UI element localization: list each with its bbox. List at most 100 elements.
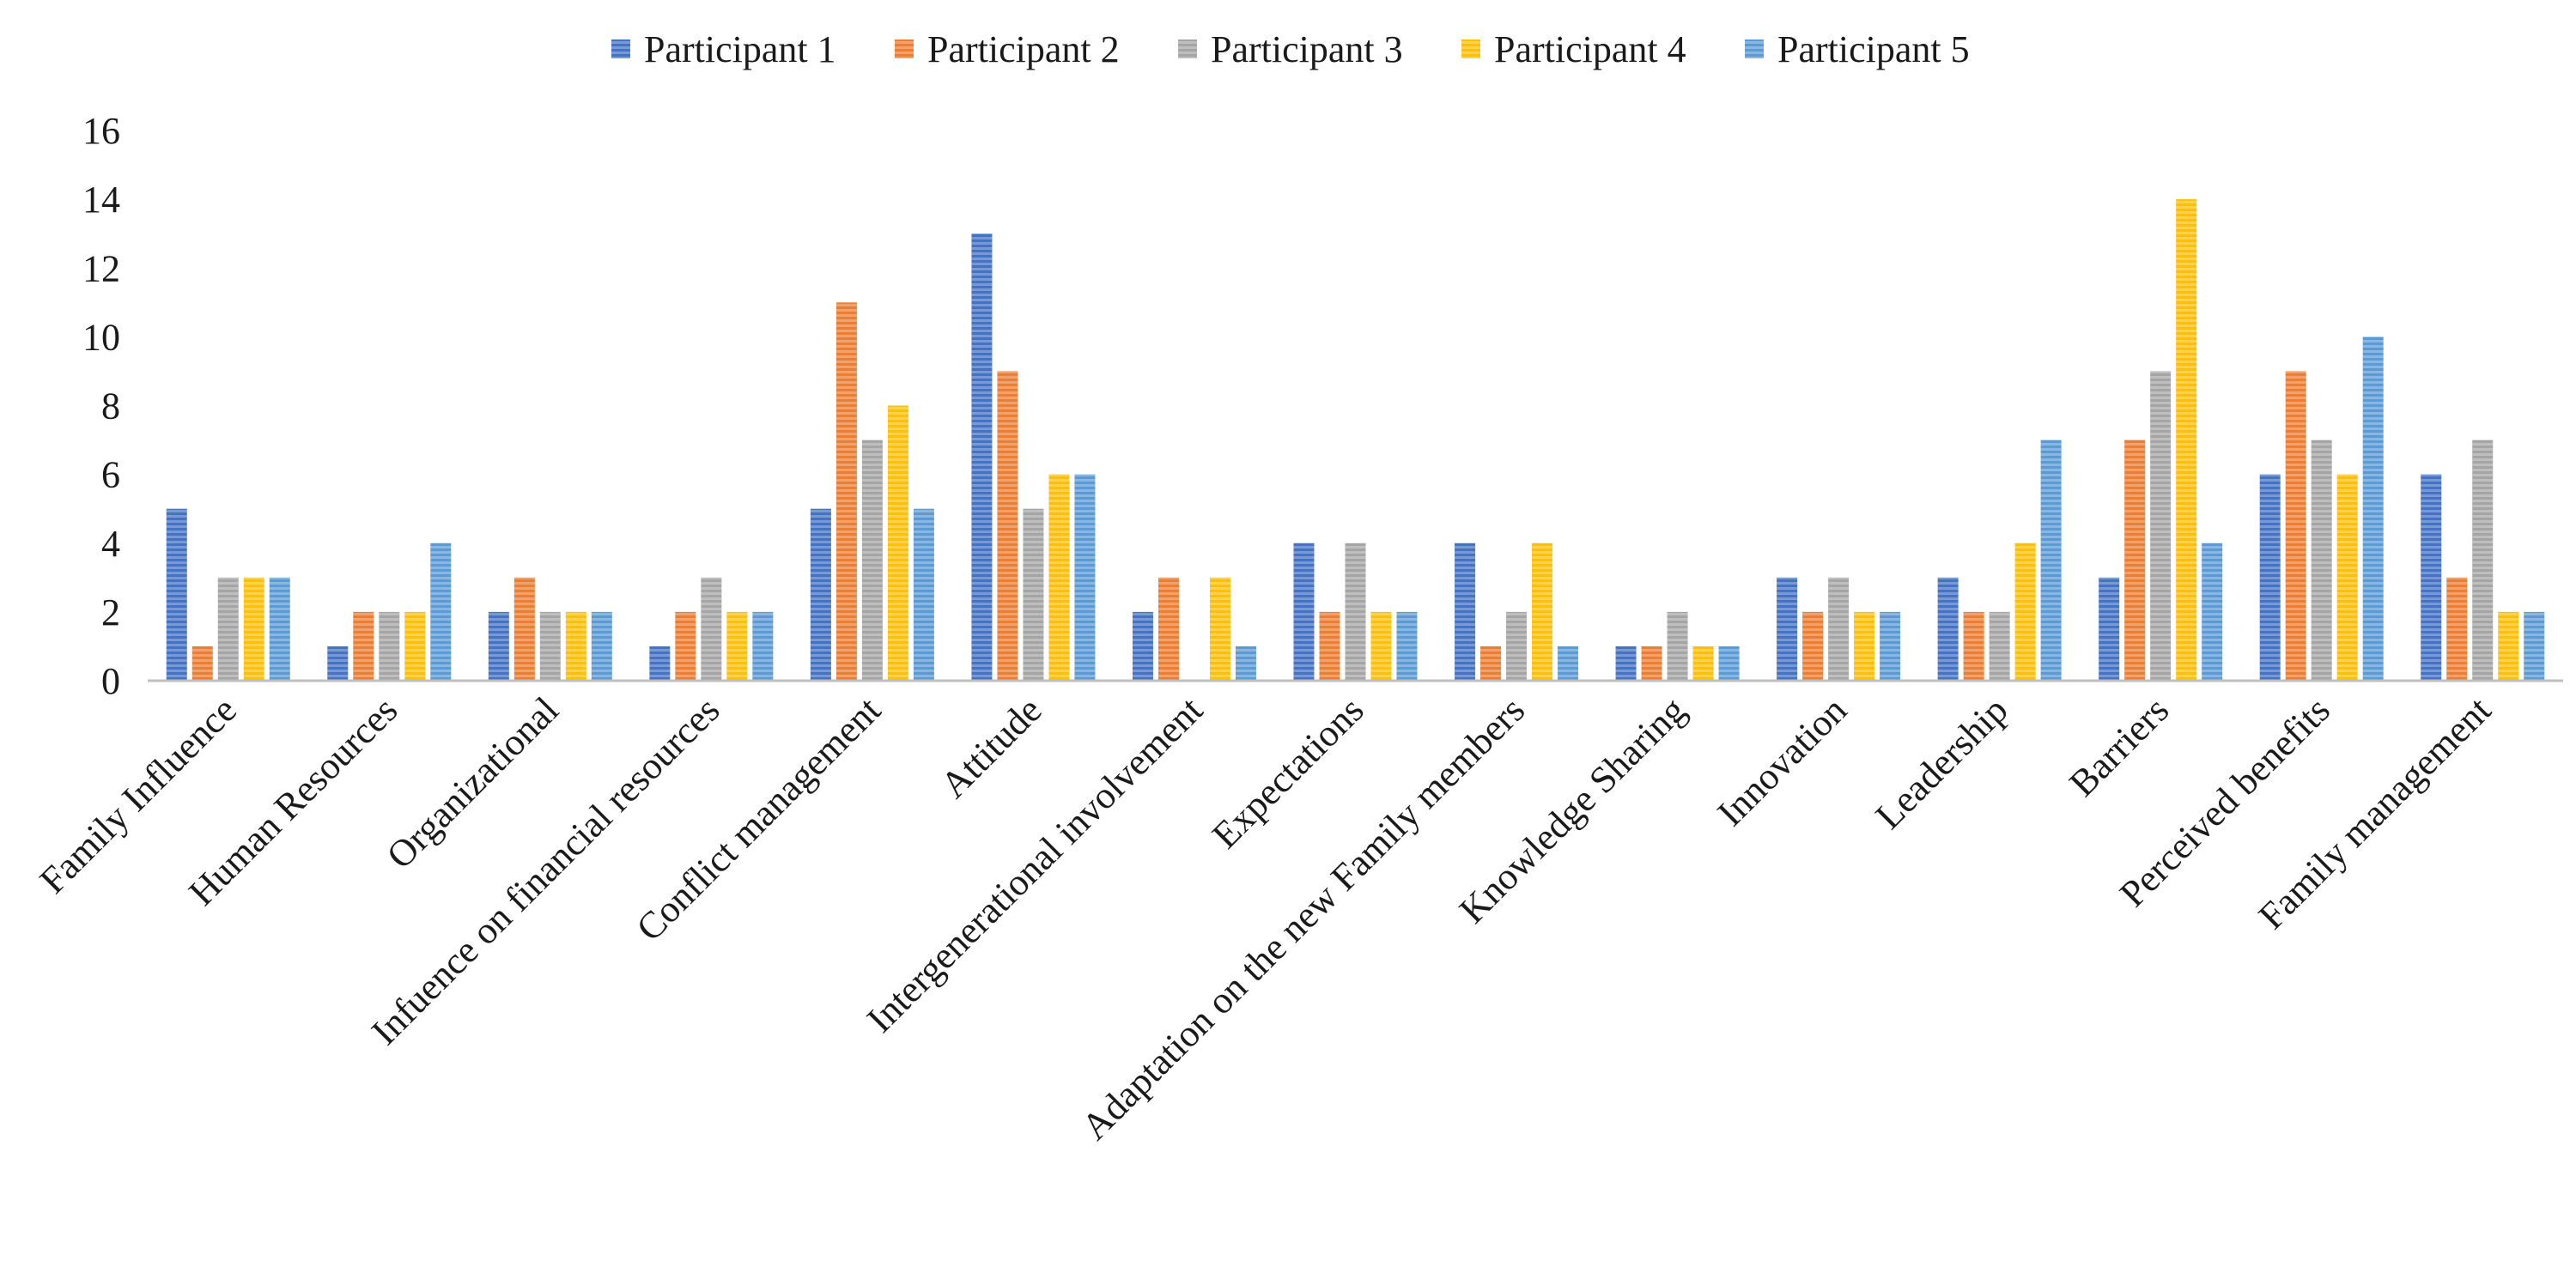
bar-texture <box>1506 611 1528 681</box>
bar-texture <box>2259 474 2281 681</box>
bar-texture <box>835 302 857 681</box>
legend-swatch-texture <box>611 39 630 58</box>
bar-texture <box>997 371 1018 681</box>
bar-texture <box>1828 577 1850 681</box>
bar-texture <box>1692 646 1714 681</box>
bar-texture <box>327 646 349 681</box>
bar-texture <box>1667 611 1688 681</box>
legend-label: Participant 1 <box>644 28 836 70</box>
bar-texture <box>1023 508 1044 681</box>
bar-texture <box>2040 439 2062 681</box>
bar-texture <box>1293 543 1315 681</box>
x-category-label: Expectations <box>1204 688 1371 856</box>
bar-texture <box>1718 646 1740 681</box>
bar-texture <box>861 439 883 681</box>
bar-texture <box>513 577 535 681</box>
bar-texture <box>913 508 934 681</box>
bar-texture <box>1209 577 1230 681</box>
bar-texture <box>2285 371 2306 681</box>
legend-label: Participant 3 <box>1211 28 1403 70</box>
bar-texture <box>2150 371 2172 681</box>
x-category-label: Infuence on financial resources <box>363 688 727 1052</box>
bar-texture <box>539 611 561 681</box>
bar-texture <box>565 611 586 681</box>
bar-texture <box>2362 336 2384 681</box>
bar-texture <box>810 508 831 681</box>
bar-texture <box>1802 611 1824 681</box>
legend-label: Participant 4 <box>1494 28 1686 70</box>
bar-texture <box>1345 543 1366 681</box>
legend-swatch-texture <box>1461 39 1480 58</box>
y-tick-label: 6 <box>101 454 120 496</box>
bar-texture <box>1880 611 1901 681</box>
legend-swatch-texture <box>1178 39 1197 58</box>
bar-texture <box>971 233 993 681</box>
bar-texture <box>2498 611 2519 681</box>
bar-texture <box>1157 577 1179 681</box>
bar-texture <box>649 646 671 681</box>
bar-texture <box>269 577 290 681</box>
bar-texture <box>2524 611 2545 681</box>
x-category-label: Attitude <box>933 688 1050 806</box>
bar-texture <box>1937 577 1959 681</box>
bar-texture <box>166 508 187 681</box>
bar-texture <box>2099 577 2120 681</box>
y-tick-label: 2 <box>101 591 120 633</box>
bar-texture <box>2014 543 2036 681</box>
bar-texture <box>1319 611 1340 681</box>
x-category-label: Intergenerational involvement <box>859 688 1211 1040</box>
bar-texture <box>2336 474 2358 681</box>
bar-texture <box>1641 646 1662 681</box>
y-tick-label: 16 <box>82 110 120 152</box>
bar-texture <box>887 405 908 681</box>
bar-texture <box>1396 611 1418 681</box>
bar-texture <box>726 611 748 681</box>
y-tick-label: 4 <box>101 523 120 565</box>
bar-texture <box>1048 474 1070 681</box>
bar-texture <box>591 611 612 681</box>
bar-texture <box>1074 474 1096 681</box>
bar-texture <box>1854 611 1875 681</box>
bar-texture <box>2446 577 2468 681</box>
bar-texture <box>430 543 452 681</box>
bar-texture <box>1777 577 1798 681</box>
bar-texture <box>2311 439 2332 681</box>
y-tick-label: 10 <box>82 316 120 358</box>
bar-texture <box>1615 646 1637 681</box>
x-category-label: Innovation <box>1710 688 1855 834</box>
bar-texture <box>1455 543 1476 681</box>
bar-texture <box>379 611 400 681</box>
y-axis: 0 2 4 6 8 10 12 14 16 <box>82 110 120 702</box>
bar-texture <box>243 577 264 681</box>
bar-texture <box>701 577 722 681</box>
bar-texture <box>1532 543 1553 681</box>
bar-texture <box>2421 474 2442 681</box>
bars <box>166 199 2545 681</box>
y-tick-label: 14 <box>82 179 120 221</box>
bar-texture <box>1235 646 1256 681</box>
y-tick-label: 12 <box>82 247 120 289</box>
bar-texture <box>2202 543 2223 681</box>
bar-texture <box>217 577 239 681</box>
bar-texture <box>1370 611 1392 681</box>
x-category-label: Barriers <box>2061 688 2177 804</box>
legend-label: Participant 2 <box>927 28 1120 70</box>
y-tick-label: 0 <box>101 660 120 702</box>
bar-texture <box>404 611 426 681</box>
bar-texture <box>752 611 774 681</box>
bar-texture <box>1989 611 2010 681</box>
bar-texture <box>1558 646 1579 681</box>
bar-texture <box>2472 439 2494 681</box>
bar-texture <box>1480 646 1502 681</box>
bar-texture <box>353 611 374 681</box>
bar-texture <box>675 611 696 681</box>
bar-texture <box>488 611 509 681</box>
x-category-label: Leadership <box>1868 688 2016 837</box>
legend-label: Participant 5 <box>1777 28 1970 70</box>
legend-swatch-texture <box>895 39 914 58</box>
legend: Participant 1 Participant 2 Participant 3 P… <box>611 28 1970 70</box>
legend-swatch-texture <box>1745 39 1764 58</box>
bar-texture <box>191 646 213 681</box>
